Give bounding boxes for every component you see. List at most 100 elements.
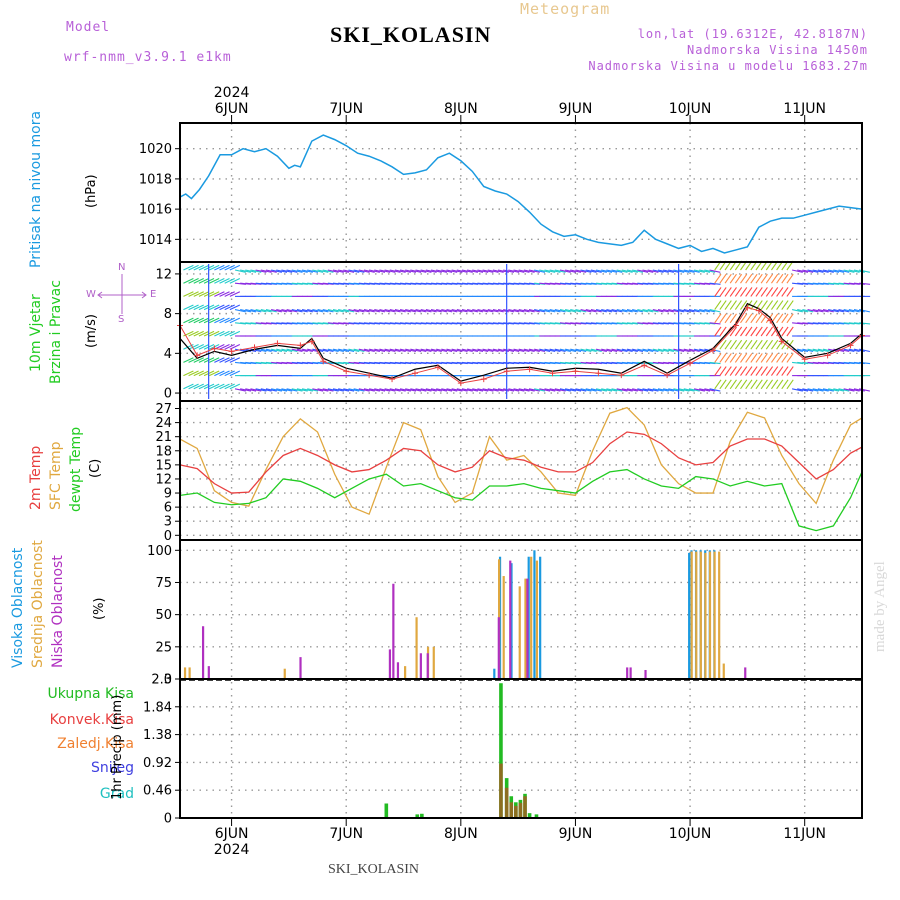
wind-barb bbox=[693, 348, 705, 353]
wind-barb bbox=[224, 264, 235, 271]
mid-cloud-bar bbox=[502, 576, 505, 679]
low-cloud-bar bbox=[497, 617, 500, 679]
wind-barb bbox=[467, 348, 479, 353]
wind-barb bbox=[523, 348, 535, 353]
mid-cloud-bar bbox=[283, 668, 286, 679]
wind-gust-point bbox=[434, 364, 441, 371]
wind-barb bbox=[255, 388, 267, 392]
wind-barb bbox=[859, 361, 871, 365]
cloud-ytick-label: 0 bbox=[164, 673, 172, 688]
wind-barb bbox=[338, 388, 350, 392]
wind-barb bbox=[363, 388, 375, 392]
mid-cloud-bar bbox=[404, 666, 407, 679]
low-cloud-bar bbox=[396, 662, 400, 679]
wind-barb bbox=[668, 388, 680, 392]
wind-barb bbox=[750, 287, 758, 297]
wind-barb bbox=[740, 366, 748, 376]
wind-barb bbox=[770, 379, 779, 390]
wind-barb bbox=[436, 309, 448, 313]
low-cloud-bar bbox=[644, 669, 647, 679]
wind-barb bbox=[255, 269, 267, 273]
wind-barb bbox=[797, 269, 809, 273]
wind-barb bbox=[420, 348, 432, 353]
meteogram-title: Meteogram bbox=[520, 0, 611, 18]
model-elevation-label: Nadmorska Visina u modelu 1683.27m bbox=[588, 59, 868, 73]
wind-barb bbox=[750, 326, 758, 337]
wind-barb bbox=[405, 269, 417, 273]
wind-compass: N W E S bbox=[84, 258, 160, 328]
wind-barb bbox=[709, 361, 721, 365]
wind-gust-point bbox=[847, 342, 854, 349]
wind-barb bbox=[281, 348, 293, 353]
wind-barb bbox=[296, 388, 308, 392]
wind-barb bbox=[740, 300, 748, 310]
precip-ytick-label: 2.3 bbox=[151, 673, 172, 688]
wind-barb bbox=[724, 366, 732, 376]
mid-cloud-bar bbox=[722, 663, 725, 679]
wind-barb bbox=[734, 353, 743, 363]
wind-barb bbox=[729, 313, 737, 324]
precip-panel-frame bbox=[179, 678, 863, 819]
wind-barb bbox=[224, 317, 235, 324]
wind-barb bbox=[745, 287, 753, 297]
wind-barb bbox=[508, 269, 520, 273]
wind-barb bbox=[410, 309, 422, 313]
wind-barb bbox=[668, 309, 680, 313]
mid-cloud-bar bbox=[713, 551, 716, 679]
mid-cloud-bar bbox=[524, 578, 527, 679]
wind-barb bbox=[198, 317, 210, 324]
wind-barb bbox=[307, 348, 319, 353]
wind-barb bbox=[699, 388, 711, 392]
temp-ytick-label: 15 bbox=[155, 458, 172, 473]
wind-barb bbox=[657, 309, 669, 313]
wind-barb bbox=[523, 269, 535, 273]
x-tick-label-bottom: 11JUN bbox=[783, 826, 826, 842]
wind-gust-point bbox=[618, 372, 625, 379]
wind-barb bbox=[539, 269, 551, 273]
wind-barb bbox=[843, 309, 855, 313]
wind-gust-point bbox=[343, 368, 350, 375]
x-tick-label-top: 10JUN bbox=[669, 101, 712, 117]
wind-barb bbox=[446, 348, 458, 353]
wind-barb bbox=[570, 348, 582, 353]
wind-barb bbox=[441, 348, 453, 353]
station-title: SKI_KOLASIN bbox=[330, 22, 492, 47]
wind-barb bbox=[554, 309, 566, 313]
wind-barb bbox=[214, 317, 225, 324]
wind-barb bbox=[724, 353, 732, 363]
wind-barb bbox=[317, 348, 329, 353]
wind-barb bbox=[208, 264, 220, 271]
wind-barb bbox=[575, 348, 587, 353]
cloud-ytick-label: 100 bbox=[147, 544, 172, 559]
mid-cloud-bar bbox=[530, 556, 533, 679]
wind-gust-line bbox=[179, 307, 863, 384]
wind-barb bbox=[539, 348, 551, 353]
wind-barb bbox=[317, 309, 329, 313]
wind-barb bbox=[224, 291, 235, 297]
wind-barb bbox=[683, 348, 695, 353]
wind-barb bbox=[492, 348, 504, 353]
wind-barb bbox=[678, 309, 690, 313]
wind-barb bbox=[755, 353, 763, 363]
wind-barb bbox=[193, 317, 204, 324]
wind-barb bbox=[214, 291, 225, 297]
wind-barb bbox=[719, 339, 727, 350]
wind-barb bbox=[760, 287, 768, 297]
wind-barb bbox=[611, 348, 623, 353]
wind-barb bbox=[518, 269, 530, 273]
wind-barb bbox=[446, 309, 458, 313]
wind-barb bbox=[188, 317, 199, 324]
precip-convective-bar bbox=[504, 787, 509, 818]
wind-barb bbox=[828, 309, 840, 313]
wind-barb bbox=[301, 269, 313, 273]
wind-barb bbox=[415, 269, 427, 273]
temp-ytick-label: 6 bbox=[164, 501, 172, 516]
wind-barb bbox=[338, 309, 350, 313]
wind-gust-point bbox=[572, 368, 579, 375]
wind-barb bbox=[281, 388, 293, 392]
wind-barb bbox=[632, 309, 644, 313]
wind-barb bbox=[389, 348, 401, 353]
wind-barb bbox=[436, 269, 448, 273]
wind-barb bbox=[745, 353, 753, 363]
wind-barb bbox=[822, 309, 834, 313]
